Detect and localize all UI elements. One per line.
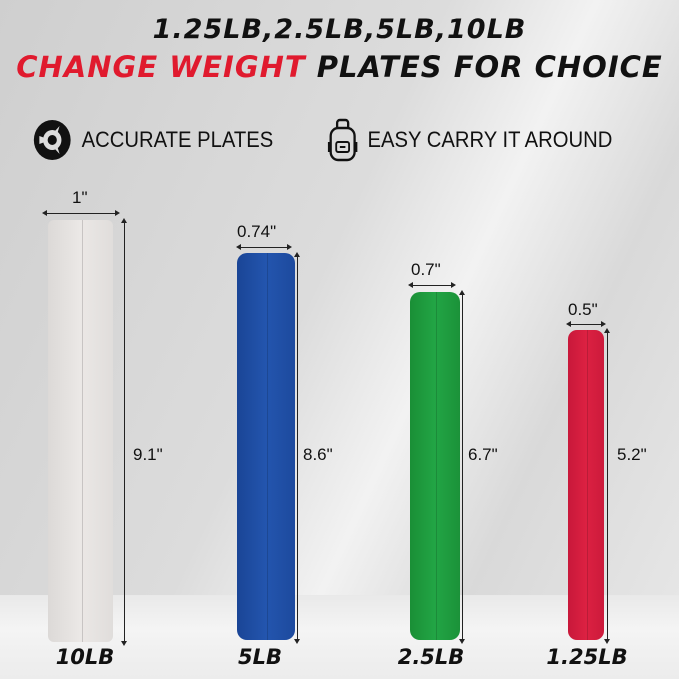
plate-1-25lb (568, 330, 604, 640)
weight-label: 2.5LB (397, 645, 465, 669)
thickness-label: 0.74" (237, 222, 277, 241)
weight-label: 1.25LB (546, 645, 628, 669)
thickness-label: 0.7" (411, 260, 441, 279)
thickness-label: 0.5" (568, 300, 598, 319)
floor-background (0, 595, 679, 679)
headline-accent: CHANGE WEIGHT (16, 50, 306, 84)
diameter-arrow (604, 328, 610, 644)
feature-label: EASY CARRY IT AROUND (367, 127, 613, 152)
weight-plate-icon (33, 120, 71, 160)
diameter-label: 9.1" (133, 445, 163, 464)
diameter-arrow (459, 290, 465, 644)
thickness-arrow (236, 244, 292, 250)
plate-10lb (48, 220, 113, 642)
headline-tagline: CHANGE WEIGHT PLATES FOR CHOICE (0, 50, 679, 84)
weight-label: 10LB (55, 645, 115, 669)
thickness-arrow (408, 282, 456, 288)
thickness-label: 1" (72, 188, 88, 207)
diameter-arrow (294, 252, 300, 644)
diameter-arrow (121, 218, 127, 646)
thickness-arrow (42, 210, 120, 216)
feature-easy-carry: EASY CARRY IT AROUND (327, 118, 612, 162)
feature-accurate-plates: ACCURATE PLATES (32, 118, 273, 162)
headline-rest: PLATES FOR CHOICE (305, 50, 663, 84)
headline-weights: 1.25LB,2.5LB,5LB,10LB (152, 14, 527, 45)
plate-2-5lb (410, 292, 460, 640)
thickness-arrow (566, 321, 606, 327)
diameter-label: 8.6" (303, 445, 333, 464)
feature-label: ACCURATE PLATES (81, 127, 274, 152)
backpack-icon (327, 118, 358, 162)
plate-5lb (237, 253, 295, 640)
weight-label: 5LB (238, 645, 282, 669)
diameter-label: 6.7" (468, 445, 498, 464)
diameter-label: 5.2" (617, 445, 647, 464)
